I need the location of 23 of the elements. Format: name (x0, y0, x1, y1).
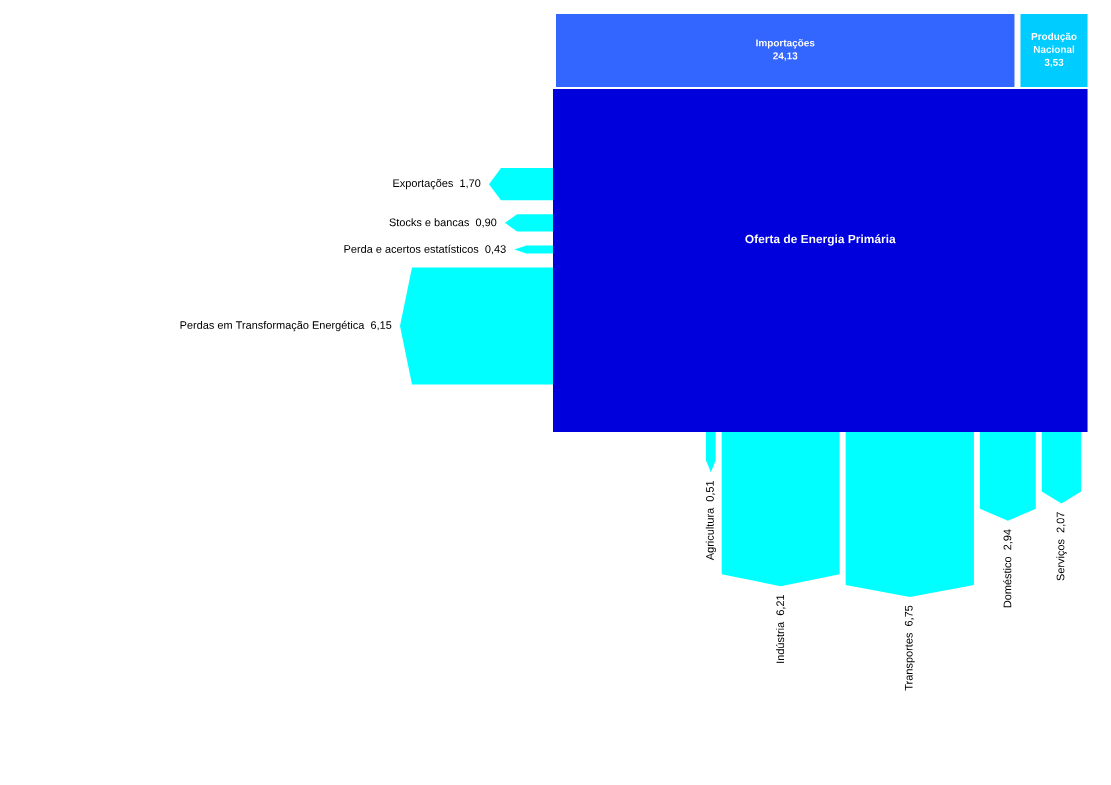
category-label: Produção Nacional (1031, 32, 1077, 53)
data-label: 6,15 (371, 321, 392, 331)
category-label: Transportes (904, 633, 915, 691)
data-label: 6,75 (904, 605, 914, 626)
category-label: Agricultura (705, 507, 716, 561)
category-label: Stocks e bancas (389, 218, 469, 227)
category-label: Importações (756, 39, 815, 49)
data-label: 2,07 (1056, 512, 1066, 533)
data-label: 0,90 (475, 218, 497, 228)
category-label: Exportações (393, 179, 453, 190)
category-label: Serviços (1056, 539, 1067, 581)
category-label: Perda e acertos estatísticos (344, 244, 479, 253)
category-label: Indústria (775, 621, 785, 663)
data-label: 24,13 (773, 52, 798, 61)
category-label: Doméstico (1003, 556, 1012, 608)
category-label: Perdas em Transformação Energética (180, 320, 365, 332)
data-label: 0,51 (706, 480, 716, 502)
text: Oferta de Energia Primária (745, 234, 896, 246)
data-label: 1,70 (460, 179, 481, 189)
data-label: 3,53 (1044, 58, 1064, 68)
data-label: 0,43 (485, 245, 506, 255)
data-label: 6,21 (776, 594, 786, 616)
data-label: 2,94 (1003, 529, 1013, 550)
